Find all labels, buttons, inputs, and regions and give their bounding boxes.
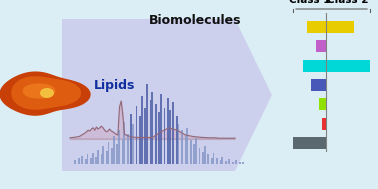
Text: Lipids: Lipids bbox=[94, 79, 136, 92]
Bar bbox=[151, 92, 153, 164]
Bar bbox=[172, 102, 174, 164]
Bar bbox=[195, 138, 197, 164]
Bar bbox=[316, 40, 326, 52]
Bar bbox=[186, 128, 188, 164]
Bar bbox=[127, 134, 129, 164]
Bar bbox=[322, 118, 326, 130]
Bar bbox=[208, 154, 209, 164]
Bar bbox=[225, 161, 227, 164]
Bar bbox=[293, 137, 326, 149]
Bar bbox=[307, 21, 326, 33]
Bar bbox=[158, 112, 160, 164]
Bar bbox=[303, 60, 326, 72]
Text: Biomolecules: Biomolecules bbox=[149, 14, 241, 27]
Bar bbox=[111, 148, 113, 164]
Bar bbox=[102, 146, 104, 164]
Polygon shape bbox=[0, 71, 91, 116]
Bar bbox=[101, 154, 102, 164]
Bar bbox=[212, 153, 214, 164]
Bar bbox=[242, 162, 244, 164]
Bar bbox=[78, 158, 80, 164]
Bar bbox=[122, 140, 123, 164]
Bar bbox=[198, 148, 200, 164]
Bar bbox=[146, 84, 148, 164]
Bar bbox=[81, 156, 83, 164]
Bar bbox=[311, 79, 326, 91]
Bar bbox=[130, 114, 132, 164]
Bar bbox=[319, 98, 326, 110]
Bar bbox=[118, 130, 120, 164]
Bar bbox=[326, 21, 353, 33]
Bar bbox=[141, 96, 143, 164]
Bar bbox=[184, 136, 186, 164]
Bar bbox=[194, 144, 195, 164]
Bar bbox=[74, 160, 76, 164]
Bar bbox=[116, 144, 118, 164]
Bar bbox=[87, 154, 88, 164]
Bar bbox=[204, 146, 206, 164]
Bar bbox=[228, 159, 230, 164]
Text: Class 1: Class 1 bbox=[289, 0, 330, 5]
Bar bbox=[181, 130, 183, 164]
Bar bbox=[216, 158, 218, 164]
Bar bbox=[232, 162, 234, 164]
Bar bbox=[139, 116, 141, 164]
Bar bbox=[144, 108, 146, 164]
Bar bbox=[95, 157, 97, 164]
Bar bbox=[176, 116, 178, 164]
Bar bbox=[108, 142, 109, 164]
Polygon shape bbox=[11, 76, 81, 110]
Bar bbox=[136, 106, 137, 164]
Bar bbox=[167, 98, 169, 164]
Bar bbox=[155, 104, 156, 164]
Bar bbox=[150, 100, 152, 164]
Bar bbox=[92, 153, 94, 164]
Bar bbox=[190, 140, 192, 164]
Bar bbox=[97, 150, 99, 164]
Bar bbox=[211, 158, 213, 164]
Bar bbox=[160, 94, 162, 164]
Bar bbox=[85, 159, 87, 164]
Bar bbox=[178, 124, 180, 164]
Bar bbox=[113, 136, 115, 164]
Bar bbox=[169, 110, 170, 164]
Bar bbox=[106, 151, 108, 164]
Bar bbox=[202, 152, 204, 164]
Text: Class 2: Class 2 bbox=[327, 0, 369, 5]
Bar bbox=[239, 162, 241, 164]
Bar bbox=[123, 122, 125, 164]
Ellipse shape bbox=[40, 88, 54, 98]
Bar bbox=[164, 108, 166, 164]
Polygon shape bbox=[62, 19, 272, 171]
Polygon shape bbox=[23, 84, 56, 98]
Bar bbox=[326, 60, 370, 72]
Bar bbox=[132, 124, 134, 164]
Bar bbox=[222, 157, 223, 164]
Bar bbox=[90, 158, 92, 164]
Bar bbox=[220, 160, 222, 164]
Bar bbox=[235, 160, 237, 164]
